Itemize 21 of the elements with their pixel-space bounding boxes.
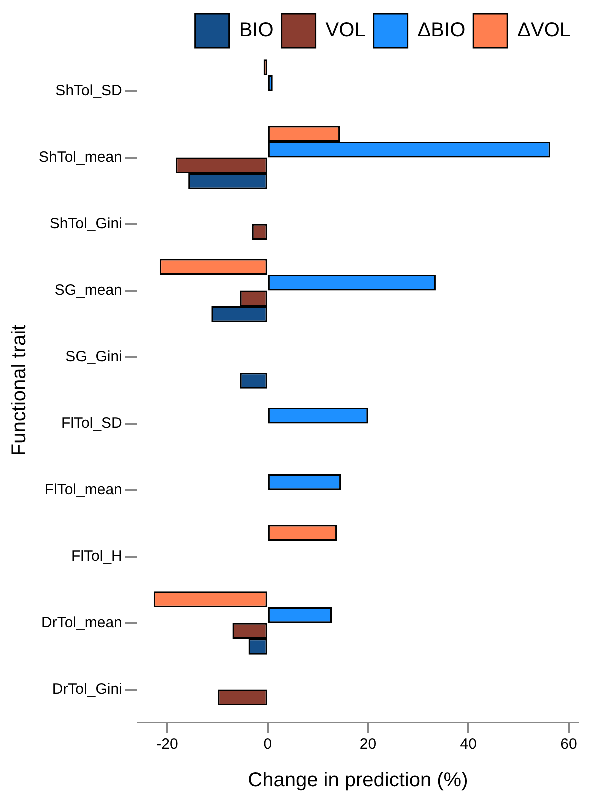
y-tick-label: SG_mean xyxy=(54,282,122,299)
y-tick-label: ShTol_Gini xyxy=(50,215,122,232)
x-tick-label: 0 xyxy=(264,736,272,754)
x-axis-title: Change in prediction (%) xyxy=(248,770,468,792)
y-tick-label: FlTol_H xyxy=(72,548,122,565)
x-tick-label: -20 xyxy=(156,736,178,754)
x-tick-label: 60 xyxy=(560,736,578,754)
legend-label: ΔBIO xyxy=(418,20,466,42)
x-tick-label: 20 xyxy=(360,736,377,754)
legend-label: BIO xyxy=(239,20,274,42)
y-tick-label: SG_Gini xyxy=(66,348,122,366)
y-tick-label: FlTol_SD xyxy=(62,414,123,432)
y-tick-label: ShTol_mean xyxy=(38,148,122,166)
y-tick-label: DrTol_mean xyxy=(42,614,122,632)
y-tick-label: ShTol_SD xyxy=(56,82,123,100)
legend-label: ΔVOL xyxy=(518,20,572,42)
legend-label: VOL xyxy=(326,20,366,42)
y-tick-label: DrTol_Gini xyxy=(52,680,122,698)
y-tick-label: FlTol_mean xyxy=(44,481,122,498)
y-axis-title: Functional trait xyxy=(8,324,31,456)
x-tick-label: 40 xyxy=(460,736,477,754)
